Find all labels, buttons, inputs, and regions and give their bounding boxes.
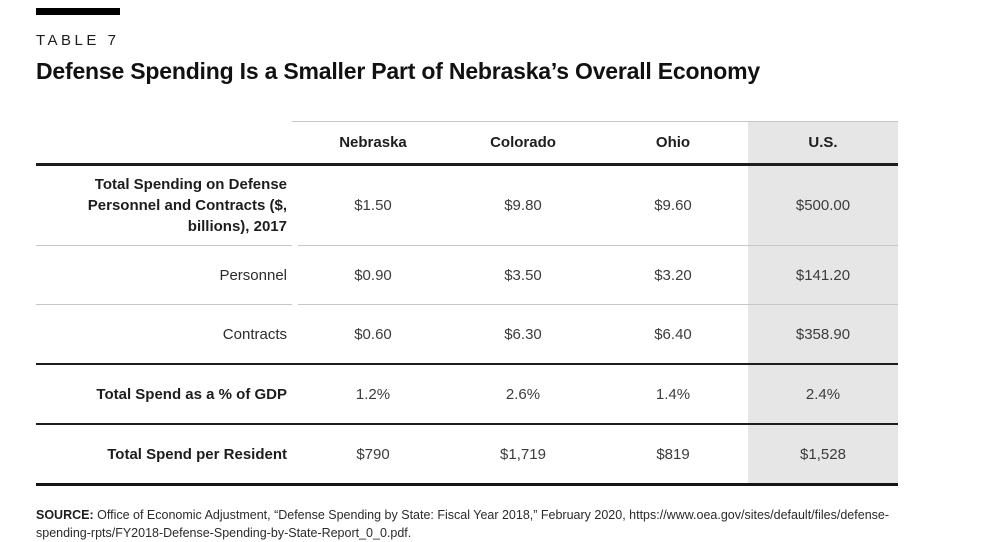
header-gap: [292, 121, 298, 166]
source-label: SOURCE:: [36, 508, 94, 522]
cell-value: $1.50: [298, 164, 448, 246]
table-row: Personnel $0.90 $3.50 $3.20 $141.20: [36, 245, 898, 305]
cell-value: $0.90: [298, 245, 448, 305]
column-gap: [292, 304, 298, 365]
kicker-bar: [36, 8, 120, 15]
cell-value: $6.30: [448, 304, 598, 365]
row-label: Total Spend per Resident: [36, 424, 292, 486]
column-gap: [292, 364, 298, 425]
column-gap: [292, 424, 298, 486]
cell-value: $0.60: [298, 304, 448, 365]
table-row: Contracts $0.60 $6.30 $6.40 $358.90: [36, 304, 898, 365]
cell-value: $3.50: [448, 245, 598, 305]
cell-value: $790: [298, 424, 448, 486]
cell-value: $1,528: [748, 424, 898, 486]
cell-value: $500.00: [748, 164, 898, 246]
data-table: Nebraska Colorado Ohio U.S. Total Spendi…: [36, 121, 898, 486]
table-row: Total Spend as a % of GDP 1.2% 2.6% 1.4% 2.4…: [36, 364, 898, 425]
table-title: Defense Spending Is a Smaller Part of Ne…: [36, 58, 760, 84]
cell-value: $358.90: [748, 304, 898, 365]
column-header-ohio: Ohio: [598, 121, 748, 166]
column-header-colorado: Colorado: [448, 121, 598, 166]
cell-value: $819: [598, 424, 748, 486]
row-label: Total Spend as a % of GDP: [36, 364, 292, 425]
row-label: Total Spending on Defense Personnel and …: [36, 164, 292, 246]
cell-value: 1.2%: [298, 364, 448, 425]
source-note: SOURCE: Office of Economic Adjustment, “…: [36, 506, 916, 542]
table-number: TABLE 7: [36, 32, 120, 49]
source-text: Office of Economic Adjustment, “Defense …: [36, 508, 890, 540]
cell-value: $141.20: [748, 245, 898, 305]
cell-value: 1.4%: [598, 364, 748, 425]
table-header-row: Nebraska Colorado Ohio U.S.: [36, 121, 898, 166]
cell-value: 2.4%: [748, 364, 898, 425]
cell-value: $6.40: [598, 304, 748, 365]
column-header-us: U.S.: [748, 121, 898, 166]
cell-value: $9.60: [598, 164, 748, 246]
cell-value: $1,719: [448, 424, 598, 486]
cell-value: $9.80: [448, 164, 598, 246]
cell-value: 2.6%: [448, 364, 598, 425]
row-label: Contracts: [36, 304, 292, 365]
cell-value: $3.20: [598, 245, 748, 305]
header-label-spacer: [36, 121, 292, 166]
column-header-nebraska: Nebraska: [298, 121, 448, 166]
table-row: Total Spend per Resident $790 $1,719 $819 $1…: [36, 424, 898, 486]
table-body: Total Spending on Defense Personnel and …: [36, 164, 898, 486]
table-row: Total Spending on Defense Personnel and …: [36, 164, 898, 246]
row-label: Personnel: [36, 245, 292, 305]
